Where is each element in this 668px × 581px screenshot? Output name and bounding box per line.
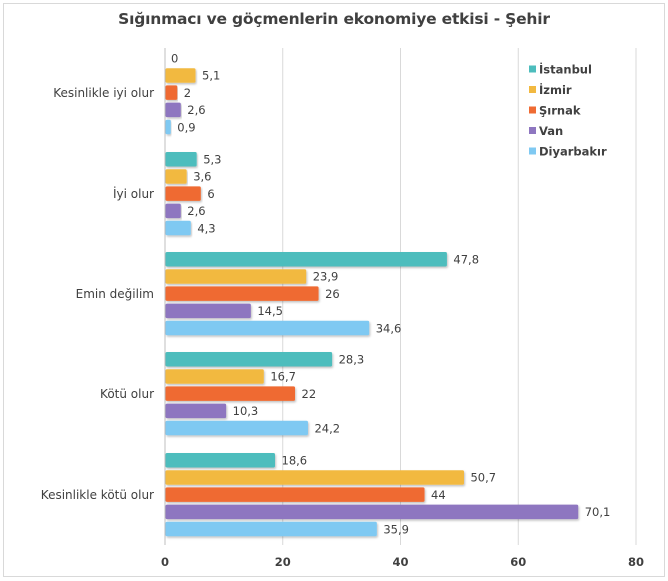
legend-label: Şırnak bbox=[539, 104, 581, 118]
category-label: Kesinlikle iyi olur bbox=[53, 86, 154, 100]
data-label: 28,3 bbox=[339, 352, 365, 366]
x-tick-label: 0 bbox=[161, 555, 169, 569]
x-tick-label: 20 bbox=[275, 555, 291, 569]
x-tick-label: 60 bbox=[510, 555, 526, 569]
bar bbox=[165, 453, 276, 468]
data-label: 0,9 bbox=[177, 120, 195, 134]
data-label: 23,9 bbox=[313, 270, 339, 284]
data-label: 34,6 bbox=[376, 321, 402, 335]
data-label: 4,3 bbox=[197, 221, 215, 235]
legend-swatch bbox=[529, 147, 536, 155]
data-label: 2,6 bbox=[187, 204, 205, 218]
category-label: İyi olur bbox=[113, 186, 154, 201]
bar bbox=[165, 352, 333, 367]
data-label: 35,9 bbox=[383, 522, 409, 536]
data-label: 5,3 bbox=[203, 152, 221, 166]
bar bbox=[165, 186, 201, 201]
category-label: Kötü olur bbox=[100, 387, 154, 401]
data-label: 2,6 bbox=[187, 103, 205, 117]
bar bbox=[165, 152, 197, 167]
bar bbox=[165, 68, 196, 83]
bar bbox=[165, 487, 425, 502]
bar bbox=[165, 470, 464, 485]
bar bbox=[165, 119, 171, 135]
data-label: 50,7 bbox=[470, 471, 496, 485]
category-label: Kesinlikle kötü olur bbox=[41, 488, 154, 502]
data-label: 2 bbox=[184, 86, 191, 100]
bar bbox=[165, 320, 370, 336]
bar bbox=[165, 169, 187, 184]
legend-label: İzmir bbox=[539, 82, 572, 97]
bar bbox=[165, 286, 319, 301]
data-label: 70,1 bbox=[585, 505, 611, 519]
data-label: 24,2 bbox=[314, 421, 340, 435]
legend-label: Van bbox=[539, 124, 563, 138]
data-label: 3,6 bbox=[193, 170, 211, 184]
bar bbox=[165, 252, 447, 267]
data-label: 14,5 bbox=[257, 304, 283, 318]
legend-swatch bbox=[529, 65, 536, 73]
legend-label: Diyarbakır bbox=[539, 145, 607, 159]
data-label: 47,8 bbox=[453, 252, 479, 266]
category-label: Emin değilim bbox=[76, 287, 154, 301]
x-tick-label: 80 bbox=[628, 555, 644, 569]
data-label: 26 bbox=[325, 287, 340, 301]
bar bbox=[165, 369, 264, 384]
bar bbox=[165, 303, 251, 319]
data-label: 6 bbox=[207, 187, 214, 201]
bar bbox=[165, 521, 377, 537]
data-label: 18,6 bbox=[282, 453, 308, 467]
bar bbox=[165, 220, 191, 236]
x-tick-label: 40 bbox=[392, 555, 408, 569]
data-label: 44 bbox=[431, 488, 446, 502]
legend-label: İstanbul bbox=[539, 62, 592, 77]
bar bbox=[165, 403, 227, 419]
data-label: 5,1 bbox=[202, 69, 220, 83]
data-label: 16,7 bbox=[270, 370, 296, 384]
data-label: 0 bbox=[171, 51, 178, 65]
bar bbox=[165, 269, 307, 284]
legend-swatch bbox=[529, 127, 536, 134]
bar bbox=[165, 504, 579, 520]
bar bbox=[165, 420, 308, 436]
bar bbox=[165, 102, 181, 118]
bar bbox=[165, 85, 178, 100]
chart-title: Sığınmacı ve göçmenlerin ekonomiye etkis… bbox=[118, 10, 550, 28]
legend-swatch bbox=[529, 106, 536, 114]
data-label: 22 bbox=[302, 387, 317, 401]
bar bbox=[165, 203, 181, 219]
legend-swatch bbox=[529, 86, 536, 93]
data-label: 10,3 bbox=[233, 404, 259, 418]
bar bbox=[165, 386, 296, 401]
